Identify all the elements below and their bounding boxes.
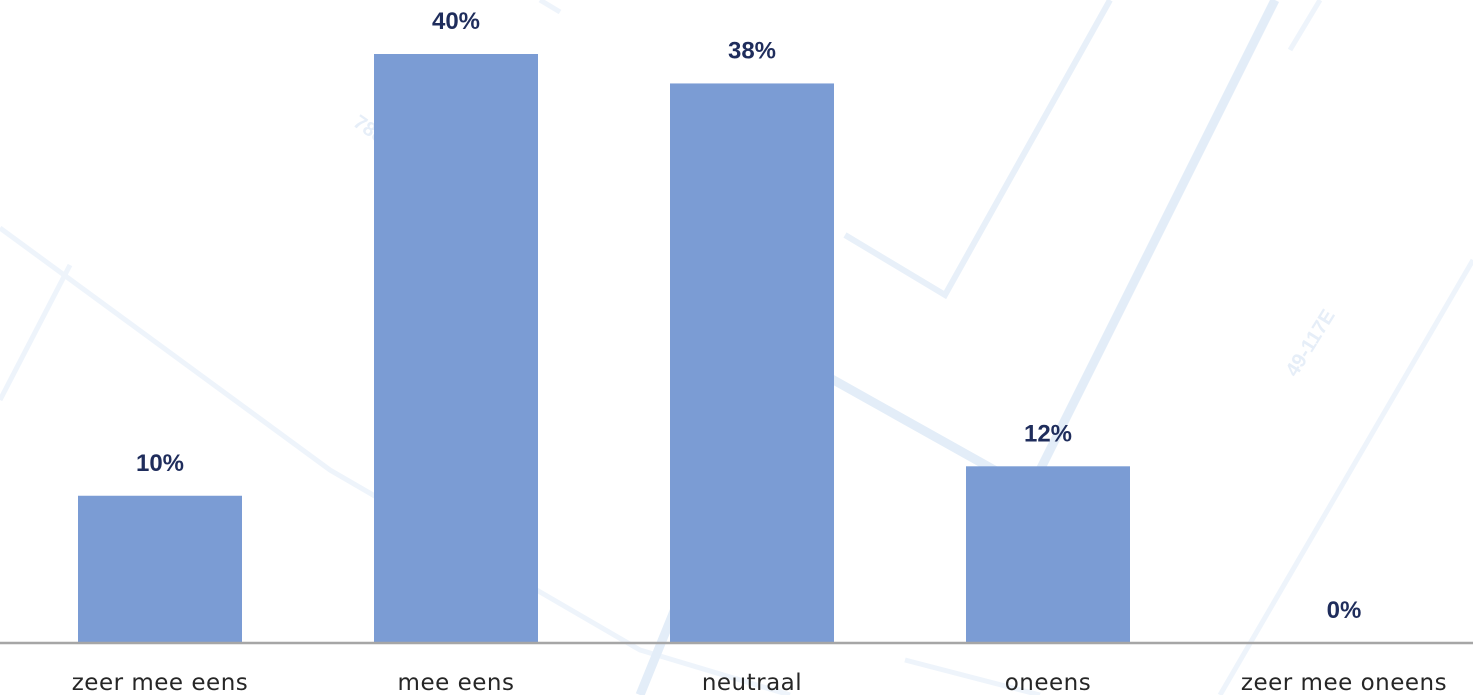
value-labels: 10% 40% 38% 12% 0% [136, 8, 1361, 624]
category-tick-label: zeer mee eens [72, 670, 249, 695]
category-tick-label: zeer mee oneens [1241, 670, 1447, 695]
data-label: 40% [432, 8, 480, 35]
watermark-text: 49-117E [1282, 306, 1340, 381]
data-label: 12% [1024, 420, 1072, 447]
category-tick-label: neutraal [702, 670, 802, 695]
bar-oneens [966, 466, 1130, 643]
bar-zeer-mee-eens [78, 495, 242, 643]
data-label: 0% [1327, 597, 1362, 624]
category-tick-label: oneens [1005, 670, 1092, 695]
data-label: 10% [136, 450, 184, 477]
category-labels: zeer mee eens mee eens neutraal oneens zeer … [72, 670, 1447, 695]
bars [78, 54, 1130, 643]
category-tick-label: mee eens [398, 670, 515, 695]
bar-neutraal [670, 83, 834, 643]
bar-mee-eens [374, 54, 538, 643]
data-label: 38% [728, 37, 776, 64]
